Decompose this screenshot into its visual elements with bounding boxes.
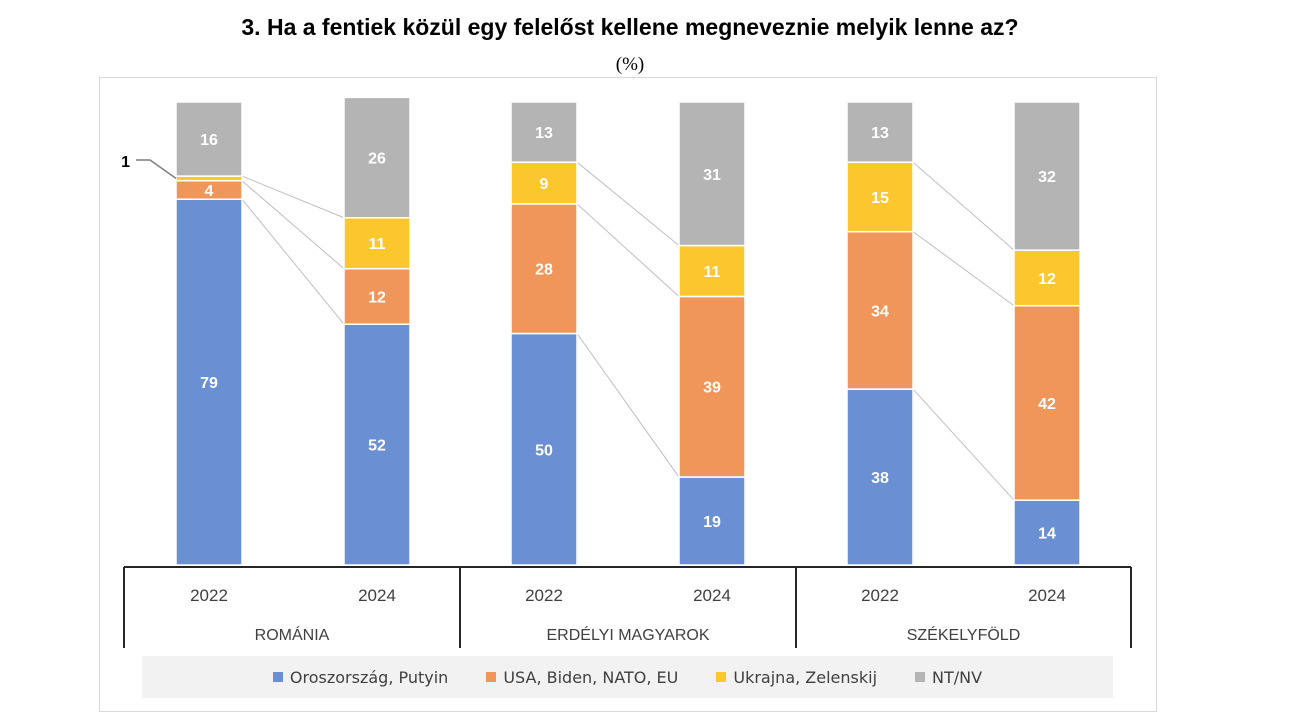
data-label: 79 — [200, 375, 218, 392]
legend-background — [142, 656, 1113, 698]
group-label: ERDÉLYI MAGYAROK — [547, 625, 710, 644]
connector-line — [912, 161, 1015, 251]
tick-label: 2024 — [1028, 586, 1066, 605]
data-label: 14 — [1038, 526, 1056, 543]
group-label: ROMÁNIA — [255, 625, 330, 644]
tick-label: 2022 — [525, 586, 563, 605]
legend: Oroszország, Putyin USA, Biden, NATO, EU… — [142, 656, 1113, 698]
bar-segment — [846, 101, 914, 163]
legend-swatch — [486, 672, 497, 682]
data-labels: 79 4 16 52 12 11 26 50 28 9 13 19 39 11 31 38 34 15 13 14 42… — [121, 125, 1056, 542]
legend-label: NT/NV — [932, 667, 983, 687]
data-label: 42 — [1038, 396, 1056, 413]
category-axis: 2022 2024 ROMÁNIA 2022 2024 ERDÉLYI MAGYAROK 2… — [123, 566, 1132, 648]
legend-item: NT/NV — [915, 668, 982, 687]
data-label: 13 — [535, 125, 553, 142]
data-label: 19 — [703, 514, 721, 531]
data-label: 31 — [703, 167, 721, 184]
callout-label: 1 — [121, 154, 130, 171]
legend-label: Oroszország, Putyin — [289, 667, 449, 687]
bar-segment — [846, 161, 914, 233]
data-label: 34 — [871, 303, 889, 320]
chart-subtitle: (%) — [615, 54, 645, 75]
legend-item: Ukrajna, Zelenskij — [716, 668, 877, 687]
data-label: 15 — [871, 190, 889, 207]
legend-label: USA, Biden, NATO, EU — [503, 667, 679, 687]
data-label: 16 — [200, 132, 218, 149]
data-label: 4 — [205, 183, 214, 200]
legend-item: USA, Biden, NATO, EU — [486, 668, 678, 687]
bar-segment — [678, 244, 746, 298]
data-label: 9 — [540, 176, 549, 193]
data-label: 11 — [369, 236, 386, 253]
callout-line — [136, 159, 177, 180]
data-label: 26 — [368, 151, 386, 168]
bar-segment — [678, 101, 746, 247]
connector-line — [576, 333, 680, 478]
bars — [175, 96, 1081, 566]
legend-item: Oroszország, Putyin — [272, 667, 449, 687]
bar-segment — [510, 161, 578, 205]
bar-segment — [678, 476, 746, 566]
tick-label: 2022 — [190, 586, 228, 605]
chart-title: 3. Ha a fentiek közül egy felelőst kelle… — [241, 14, 1019, 40]
data-label: 28 — [535, 262, 553, 279]
connector-line — [912, 388, 1015, 501]
bar-segment — [510, 101, 578, 163]
connector-line — [241, 198, 345, 325]
bar-segment — [1013, 304, 1081, 501]
bar-segment — [510, 203, 578, 335]
chart-frame — [99, 77, 1157, 712]
tick-label: 2024 — [693, 586, 731, 605]
bar-segment — [510, 332, 578, 566]
group-label: SZÉKELYFÖLD — [907, 625, 1021, 644]
bar-segment — [175, 101, 243, 177]
connector-line — [912, 231, 1015, 307]
connector-line — [241, 180, 345, 270]
data-label: 52 — [368, 438, 386, 455]
legend-swatch — [716, 672, 727, 682]
bar-segment — [1013, 101, 1081, 251]
data-label: 12 — [1038, 271, 1056, 288]
connector-line — [576, 161, 680, 246]
tick-label: 2022 — [861, 586, 899, 605]
legend-swatch — [272, 672, 283, 682]
bar-segment — [846, 230, 914, 390]
data-label: 13 — [871, 125, 889, 142]
legend-label: Ukrajna, Zelenskij — [733, 667, 878, 687]
legend-swatch — [915, 672, 926, 682]
data-label: 38 — [871, 470, 889, 487]
bar-segment — [343, 96, 411, 219]
connector-line — [241, 175, 345, 219]
data-label: 32 — [1038, 169, 1056, 186]
tick-label: 2024 — [358, 586, 396, 605]
bar-segment — [175, 198, 243, 566]
data-label: 50 — [535, 442, 553, 459]
data-label: 11 — [704, 264, 721, 281]
data-label: 12 — [368, 289, 386, 306]
data-label: 39 — [703, 380, 721, 397]
connector-line — [576, 203, 680, 297]
connector-lines — [241, 161, 1015, 501]
bar-segment — [343, 323, 411, 566]
bar-segment — [1013, 249, 1081, 307]
